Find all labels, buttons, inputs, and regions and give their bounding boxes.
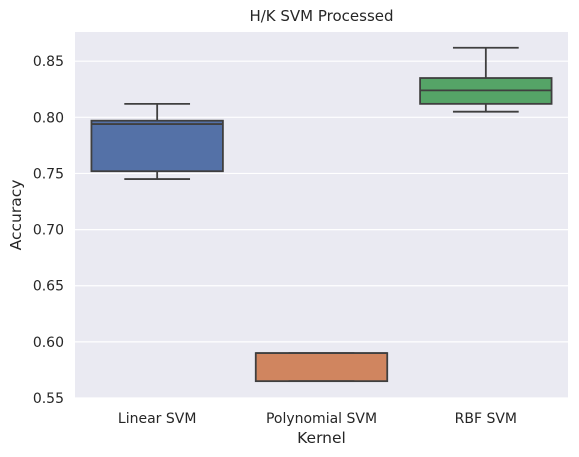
y-tick-label: 0.75 xyxy=(33,166,64,182)
box-body xyxy=(90,119,224,173)
y-tick-label: 0.55 xyxy=(33,391,64,407)
y-tick-label: 0.85 xyxy=(33,54,64,70)
x-tick-label: Linear SVM xyxy=(118,411,197,427)
y-tick-label: 0.65 xyxy=(33,279,64,295)
box-body xyxy=(254,352,389,383)
x-tick-label: Polynomial SVM xyxy=(266,411,377,427)
x-axis-label: Kernel xyxy=(297,429,346,447)
x-tick-label: RBF SVM xyxy=(455,411,517,427)
chart-title: H/K SVM Processed xyxy=(249,7,393,25)
x-tick-labels: Linear SVM Polynomial SVM RBF SVM xyxy=(118,411,517,427)
box-rbf-svm xyxy=(419,46,553,113)
box-linear-svm xyxy=(90,102,224,180)
y-tick-label: 0.70 xyxy=(33,223,64,239)
boxes xyxy=(90,46,553,383)
y-tick-label: 0.80 xyxy=(33,110,64,126)
y-axis-label: Accuracy xyxy=(7,180,25,251)
y-tick-labels: 0.55 0.60 0.65 0.70 0.75 0.80 0.85 xyxy=(33,54,64,407)
y-tick-label: 0.60 xyxy=(33,335,64,351)
box-polynomial-svm xyxy=(254,352,389,383)
